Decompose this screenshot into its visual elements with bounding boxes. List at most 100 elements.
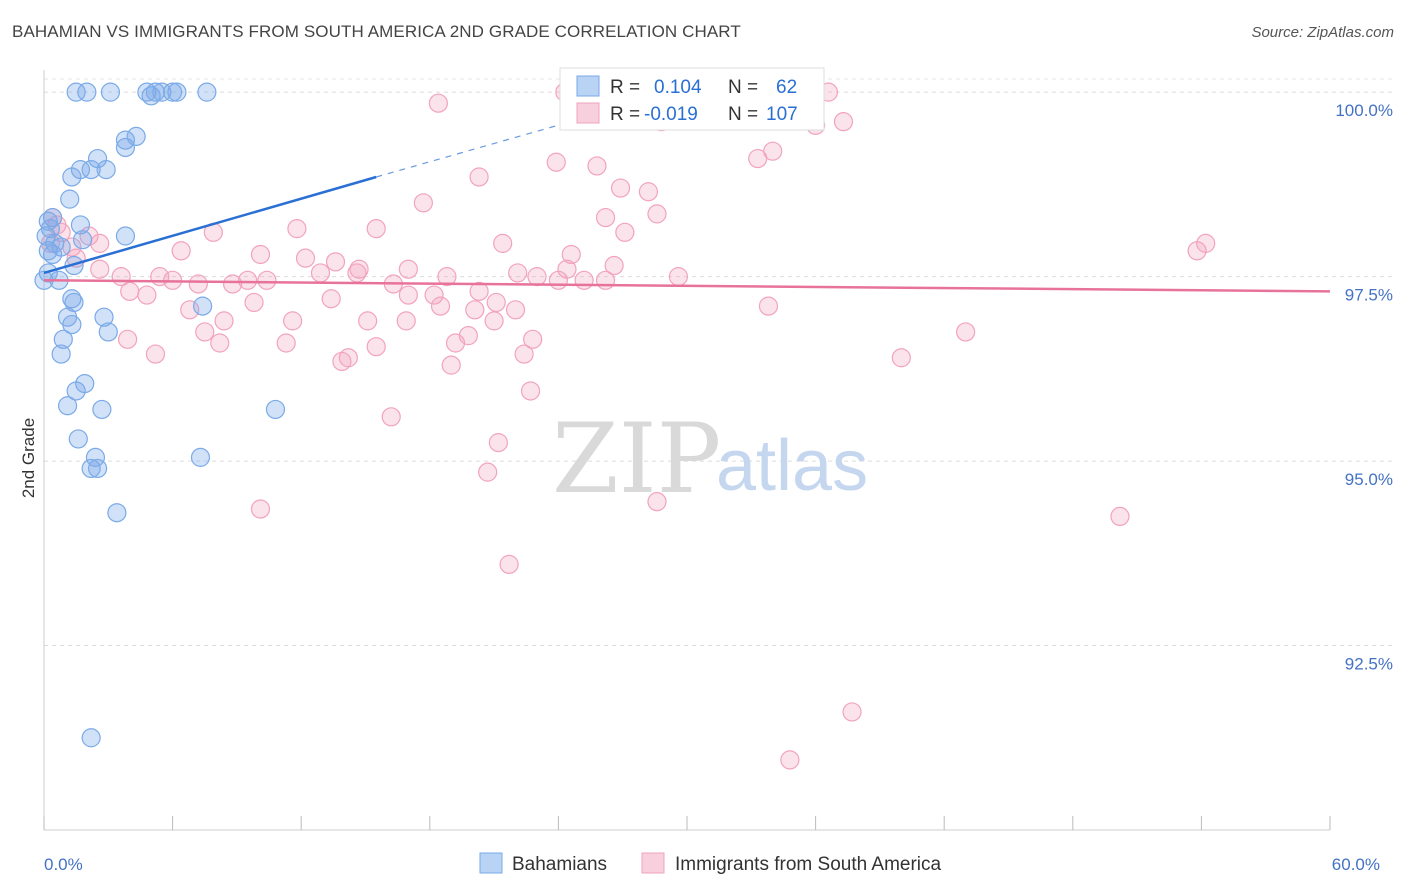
legend-label-immigrants: Immigrants from South America <box>675 854 942 875</box>
immigrant-point-22 <box>398 259 418 279</box>
bahamians-trend-line <box>43 175 377 275</box>
trend-lines <box>43 106 1331 293</box>
bahamian-point-51 <box>87 458 108 479</box>
immigrant-point-47 <box>595 270 616 290</box>
bahamians-points <box>34 82 286 748</box>
stats-legend-swatch-pink <box>576 102 600 124</box>
immigrant-point-91 <box>615 222 635 242</box>
immigrant-point-41 <box>469 281 489 301</box>
y-tick-label-3: 92.5% <box>1345 655 1393 674</box>
immigrant-point-88 <box>413 193 433 213</box>
immigrant-point-4 <box>428 93 448 113</box>
bahamian-point-45 <box>57 396 78 416</box>
immigrant-point-48 <box>120 281 140 301</box>
immigrant-point-97 <box>891 348 911 368</box>
stats-n-label-1: N = <box>728 77 758 98</box>
bahamian-point-2 <box>100 82 121 102</box>
bahamian-point-1 <box>77 82 97 102</box>
bahamian-point-41 <box>53 329 73 349</box>
immigrant-point-64 <box>441 355 461 375</box>
bahamian-point-21 <box>70 215 91 235</box>
immigrant-point-39 <box>424 285 444 305</box>
immigrant-point-80 <box>842 702 862 722</box>
watermark: ZIP atlas <box>552 403 868 515</box>
stats-r-label-2: R = <box>610 104 640 125</box>
bahamian-point-15 <box>81 160 101 180</box>
legend-swatch-immigrants <box>641 852 665 874</box>
y-tick-label-2: 95.0% <box>1345 470 1393 489</box>
x-tick-label-0: 0.0% <box>44 855 83 874</box>
bahamian-point-53 <box>107 503 127 523</box>
stats-n-value-2: 107 <box>766 104 798 125</box>
immigrant-point-95 <box>1196 233 1216 253</box>
y-tick-label-0: 100.0% <box>1335 101 1393 120</box>
bahamian-point-40 <box>98 322 118 342</box>
immigrant-point-101 <box>763 141 783 161</box>
immigrant-point-70 <box>523 329 543 349</box>
bahamian-point-16 <box>96 160 116 180</box>
immigrant-point-62 <box>396 311 416 331</box>
immigrant-point-16 <box>90 233 110 253</box>
immigrant-point-31 <box>188 274 208 294</box>
immigrant-point-40 <box>437 267 457 287</box>
immigrant-point-35 <box>310 263 331 283</box>
immigrant-point-76 <box>478 462 498 482</box>
bahamian-point-8 <box>197 82 217 102</box>
immigrant-point-67 <box>465 300 485 320</box>
bahamian-point-46 <box>92 399 112 420</box>
bahamian-point-47 <box>265 399 286 420</box>
immigrant-point-99 <box>758 296 779 316</box>
immigrant-point-56 <box>283 311 303 331</box>
immigrant-point-42 <box>486 292 506 313</box>
immigrant-point-69 <box>514 344 534 364</box>
bahamian-point-20 <box>38 211 58 231</box>
immigrant-point-92 <box>493 233 513 253</box>
gridlines <box>44 78 1393 647</box>
immigrant-point-34 <box>257 270 277 290</box>
immigrant-point-96 <box>956 322 976 342</box>
bahamian-point-54 <box>81 728 101 748</box>
stats-legend-swatch-blue <box>576 75 600 97</box>
immigrant-point-53 <box>214 311 234 331</box>
immigrant-point-52 <box>210 333 230 353</box>
bahamian-point-44 <box>66 381 86 401</box>
bahamian-point-37 <box>94 307 114 327</box>
immigrant-point-86 <box>610 178 631 198</box>
immigrant-point-55 <box>276 333 296 353</box>
immigrant-point-81 <box>780 750 800 770</box>
immigrant-point-44 <box>527 267 547 287</box>
series-legend: Bahamians Immigrants from South America <box>479 852 942 875</box>
bahamian-point-6 <box>163 82 183 102</box>
immigrant-point-87 <box>638 182 659 202</box>
stats-r-value-2: -0.019 <box>644 104 698 125</box>
immigrant-point-27 <box>90 259 110 279</box>
stats-legend-box <box>559 67 825 131</box>
immigrant-point-72 <box>117 329 138 349</box>
immigrant-point-20 <box>325 252 346 272</box>
immigrant-point-25 <box>668 267 689 287</box>
legend-label-bahamians: Bahamians <box>512 854 607 875</box>
immigrant-point-54 <box>244 292 264 313</box>
chart-source: Source: ZipAtlas.com <box>1251 24 1394 41</box>
immigrant-point-36 <box>349 259 369 279</box>
immigrant-point-78 <box>250 499 271 519</box>
immigrant-point-90 <box>647 204 667 224</box>
immigrant-point-98 <box>1110 506 1130 527</box>
immigrant-point-102 <box>557 259 577 279</box>
immigrant-point-33 <box>238 270 258 290</box>
immigrant-point-100 <box>833 112 854 132</box>
y-axis-title: 2nd Grade <box>19 418 38 498</box>
bahamian-point-0 <box>66 82 86 102</box>
immigrant-point-89 <box>595 207 616 228</box>
immigrant-point-32 <box>223 274 243 294</box>
immigrant-point-17 <box>171 241 191 261</box>
immigrant-point-73 <box>145 344 166 364</box>
x-tick-label-1: 60.0% <box>1332 855 1380 874</box>
stats-r-value-1: 0.104 <box>654 77 702 98</box>
stats-r-label-1: R = <box>610 77 640 98</box>
immigrant-point-75 <box>488 433 508 453</box>
immigrant-point-19 <box>295 248 316 268</box>
immigrant-point-85 <box>469 167 489 187</box>
immigrant-point-61 <box>366 337 386 357</box>
immigrant-point-50 <box>180 300 200 320</box>
